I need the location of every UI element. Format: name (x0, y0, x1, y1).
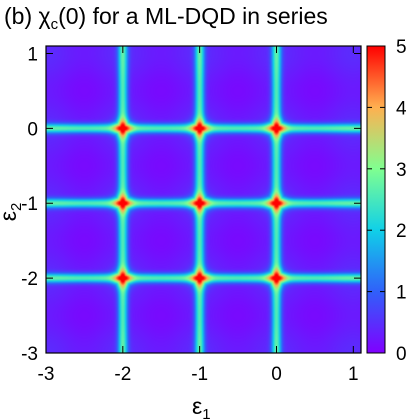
y-tick-label: -1 (21, 194, 38, 215)
y-tick-label: -2 (21, 269, 38, 290)
plot-frame (45, 45, 362, 354)
y-tick-label: 1 (27, 44, 38, 65)
y-tick-label: 0 (27, 119, 38, 140)
colorbar-ticks: 0 1 2 3 4 5 (367, 37, 407, 365)
colorbar-tick-label: 5 (396, 37, 407, 58)
y-axis-ticks: -3 -2 -1 0 1 (21, 44, 361, 365)
x-axis-label: ε1 (192, 393, 211, 419)
x-axis-ticks: -3 -2 -1 0 1 (38, 46, 359, 385)
y-tick-label: -3 (21, 344, 38, 365)
colorbar-tick-label: 0 (396, 344, 407, 365)
x-tick-label: 0 (271, 364, 282, 385)
colorbar-tick-label: 3 (396, 160, 407, 181)
heatmap-image (46, 46, 361, 353)
x-tick-label: -3 (38, 364, 55, 385)
colorbar-tick-label: 2 (396, 221, 407, 242)
colorbar (366, 45, 386, 354)
chart-title: (b) χc(0) for a ML-DQD in series (4, 3, 328, 33)
x-tick-label: 1 (348, 364, 359, 385)
colorbar-tick-label: 1 (396, 283, 407, 304)
colorbar-tick-label: 4 (396, 98, 407, 119)
y-axis-label: ε2 (0, 203, 25, 222)
x-tick-label: -2 (114, 364, 131, 385)
x-tick-label: -1 (191, 364, 208, 385)
